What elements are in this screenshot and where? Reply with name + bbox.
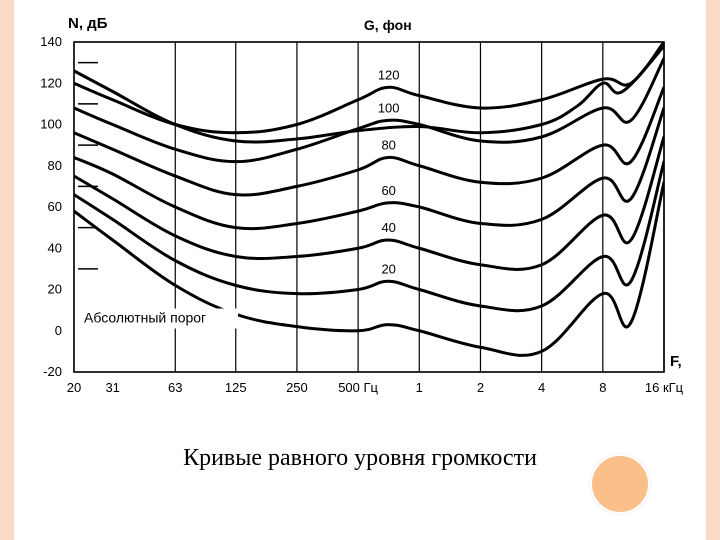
x-tick-label: 63 [168,380,182,395]
x-tick-label: 8 [599,380,606,395]
phon-label: 20 [381,261,395,276]
x-tick-label: 125 [225,380,247,395]
y-tick-label: 80 [48,158,62,173]
y-tick-label: 140 [40,34,62,49]
phon-label: 100 [378,100,400,115]
center-axis-title: G, фон [364,17,412,33]
slide-deco-circle [590,454,650,514]
x-tick-label: 31 [105,380,119,395]
x-tick-label: 250 [286,380,308,395]
y-tick-label: 60 [48,199,62,214]
y-tick-label: 100 [40,117,62,132]
chart-svg: 140120100806040200-20203163125250500 Гц1… [24,0,696,420]
x-tick-label: 1 [416,380,423,395]
x-tick-label: 16 кГц [645,380,684,395]
x-tick-label: 2 [477,380,484,395]
x-axis-title: F, [670,353,682,370]
y-tick-label: 40 [48,240,62,255]
phon-label: 120 [378,67,400,82]
x-tick-label: 20 [67,380,81,395]
y-axis-title: N, дБ [68,15,108,32]
phon-label: 40 [381,220,395,235]
y-tick-label: 20 [48,282,62,297]
phon-label: 80 [381,138,395,153]
y-tick-label: 0 [55,323,62,338]
phon-label: 60 [381,183,395,198]
y-tick-label: -20 [43,364,62,379]
equal-loudness-chart: 140120100806040200-20203163125250500 Гц1… [24,0,696,420]
x-tick-label: 4 [538,380,545,395]
x-tick-label: 500 Гц [338,380,378,395]
y-tick-label: 120 [40,75,62,90]
slide: 140120100806040200-20203163125250500 Гц1… [0,0,720,540]
threshold-label: Абсолютный порог [84,310,206,326]
